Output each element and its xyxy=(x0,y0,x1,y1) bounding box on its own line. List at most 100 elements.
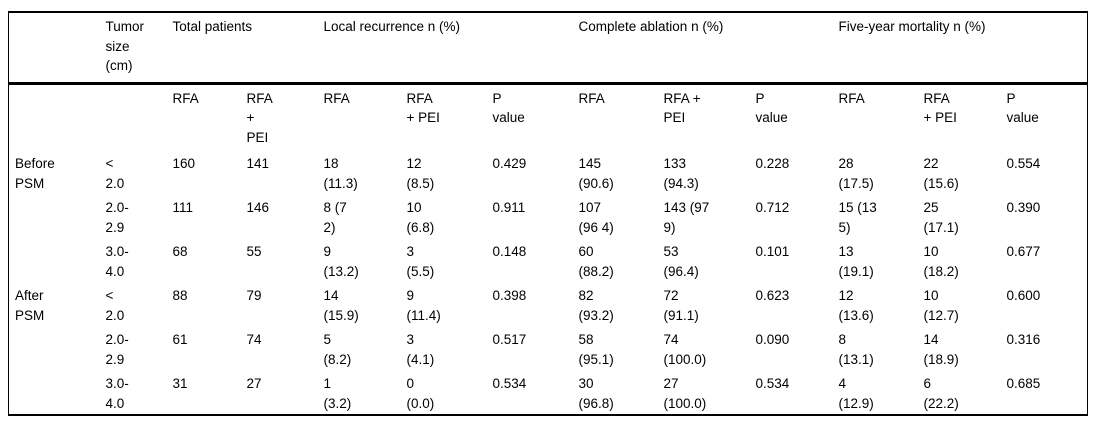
data-cell: 8 (7 2) xyxy=(323,200,347,235)
p-value-cell: 0.429 xyxy=(492,156,527,171)
p-value-cell: 0.398 xyxy=(492,288,527,303)
p-value-cell: 0.911 xyxy=(492,200,526,215)
tumor-size-cell: 3.0- 4.0 xyxy=(105,244,129,279)
table-row: 2.0- 2.9 61 74 5 (8.2) 3 (4.1) 0.517 58 … xyxy=(9,327,1088,371)
data-cell: 5 (8.2) xyxy=(323,332,352,367)
row-group-label xyxy=(9,371,100,415)
subheader-p-value: P value xyxy=(755,90,788,126)
data-cell: 9 (11.4) xyxy=(406,288,441,323)
data-cell: 22 (15.6) xyxy=(923,156,959,191)
data-cell: 30 (96.8) xyxy=(578,376,614,411)
data-cell: 8 (13.1) xyxy=(838,332,874,367)
table-row: 3.0- 4.0 68 55 9 (13.2) 3 (5.5) 0.148 60… xyxy=(9,239,1088,283)
data-cell: 107 (96 4) xyxy=(578,200,614,235)
p-value-cell: 0.623 xyxy=(755,288,790,303)
data-cell: 141 xyxy=(246,156,270,171)
data-cell: 14 (18.9) xyxy=(923,332,959,367)
p-value-cell: 0.090 xyxy=(755,332,790,347)
row-group-label xyxy=(9,239,100,283)
data-cell: 27 xyxy=(246,376,262,391)
p-value-cell: 0.316 xyxy=(1006,332,1041,347)
data-cell: 79 xyxy=(246,288,262,303)
subheader-rfa: RFA xyxy=(323,90,350,106)
p-value-cell: 0.148 xyxy=(492,244,527,259)
data-cell: 9 (13.2) xyxy=(323,244,359,279)
p-value-cell: 0.677 xyxy=(1006,244,1041,259)
tumor-size-header: Tumor size (cm) xyxy=(99,12,167,85)
table-row: After PSM < 2.0 88 79 14 (15.9) 9 (11.4)… xyxy=(9,283,1088,327)
table-row: 2.0- 2.9 111 146 8 (7 2) 10 (6.8) 0.911 … xyxy=(9,195,1088,239)
tumor-size-cell: < 2.0 xyxy=(105,156,125,191)
data-cell: 31 xyxy=(172,376,188,391)
tumor-size-cell: 3.0- 4.0 xyxy=(105,376,129,411)
tumor-size-cell: 2.0- 2.9 xyxy=(105,332,129,367)
five-year-mortality-header: Five-year mortality n (%) xyxy=(832,12,1088,85)
data-cell: 12 (8.5) xyxy=(406,156,435,191)
data-cell: 4 (12.9) xyxy=(838,376,874,411)
subheader-rfa-pei: RFA + PEI xyxy=(663,90,701,126)
data-cell: 14 (15.9) xyxy=(323,288,359,323)
data-cell: 88 xyxy=(172,288,188,303)
table-subheader-row: RFA RFA + PEI RFA RFA + PEI P value RFA … xyxy=(9,83,1088,151)
data-cell: 68 xyxy=(172,244,188,259)
data-cell: 58 (95.1) xyxy=(578,332,614,367)
row-group-label xyxy=(9,327,100,371)
tumor-size-cell: < 2.0 xyxy=(105,288,125,323)
p-value-cell: 0.534 xyxy=(492,376,527,391)
p-value-cell: 0.101 xyxy=(755,244,790,259)
table-row: Before PSM < 2.0 160 141 18 (11.3) 12 (8… xyxy=(9,151,1088,195)
total-patients-header: Total patients xyxy=(166,12,318,85)
empty-subheader-cell xyxy=(9,83,100,151)
row-group-label xyxy=(9,195,100,239)
data-cell: 145 (90.6) xyxy=(578,156,614,191)
subheader-rfa-pei: RFA + PEI xyxy=(923,90,957,126)
data-cell: 3 (4.1) xyxy=(406,332,435,367)
local-recurrence-header: Local recurrence n (%) xyxy=(317,12,573,85)
data-cell: 53 (96.4) xyxy=(663,244,699,279)
row-group-label: After PSM xyxy=(15,288,45,323)
data-cell: 13 (19.1) xyxy=(838,244,874,279)
subheader-rfa: RFA xyxy=(838,90,865,106)
data-cell: 10 (18.2) xyxy=(923,244,959,279)
data-cell: 143 (97 9) xyxy=(663,200,710,235)
empty-header-cell xyxy=(8,12,100,85)
data-cell: 10 (12.7) xyxy=(923,288,959,323)
subheader-p-value: P value xyxy=(1006,90,1039,126)
p-value-cell: 0.534 xyxy=(755,376,790,391)
row-group-label: Before PSM xyxy=(15,156,55,191)
subheader-rfa: RFA xyxy=(578,90,605,106)
data-cell: 72 (91.1) xyxy=(663,288,699,323)
psm-outcomes-table: Tumor size (cm) Total patients Local rec… xyxy=(8,11,1089,416)
subheader-p-value: P value xyxy=(492,90,525,126)
data-cell: 61 xyxy=(172,332,188,347)
data-cell: 27 (100.0) xyxy=(663,376,707,411)
data-cell: 10 (6.8) xyxy=(406,200,435,235)
data-cell: 1 (3.2) xyxy=(323,376,352,411)
data-cell: 160 xyxy=(172,156,196,171)
data-cell: 82 (93.2) xyxy=(578,288,614,323)
tumor-size-cell: 2.0- 2.9 xyxy=(105,200,129,235)
subheader-rfa-pei: RFA + PEI xyxy=(406,90,440,126)
data-cell: 6 (22.2) xyxy=(923,376,959,411)
p-value-cell: 0.228 xyxy=(755,156,790,171)
p-value-cell: 0.685 xyxy=(1006,376,1041,391)
table-row: 3.0- 4.0 31 27 1 (3.2) 0 (0.0) 0.534 30 … xyxy=(9,371,1088,415)
data-cell: 12 (13.6) xyxy=(838,288,874,323)
data-cell: 146 xyxy=(246,200,270,215)
data-cell: 18 (11.3) xyxy=(323,156,358,191)
table-group-header-row: Tumor size (cm) Total patients Local rec… xyxy=(8,12,1088,85)
data-cell: 74 (100.0) xyxy=(663,332,707,367)
subheader-rfa-pei: RFA + PEI xyxy=(246,90,273,145)
subheader-rfa: RFA xyxy=(172,90,199,106)
data-cell: 55 xyxy=(246,244,262,259)
p-value-cell: 0.712 xyxy=(755,200,790,215)
data-cell: 15 (13 5) xyxy=(838,200,877,235)
complete-ablation-header: Complete ablation n (%) xyxy=(572,12,833,85)
data-cell: 133 (94.3) xyxy=(663,156,699,191)
data-cell: 28 (17.5) xyxy=(838,156,874,191)
p-value-cell: 0.390 xyxy=(1006,200,1041,215)
p-value-cell: 0.517 xyxy=(492,332,527,347)
data-cell: 74 xyxy=(246,332,262,347)
data-cell: 3 (5.5) xyxy=(406,244,435,279)
data-cell: 60 (88.2) xyxy=(578,244,614,279)
